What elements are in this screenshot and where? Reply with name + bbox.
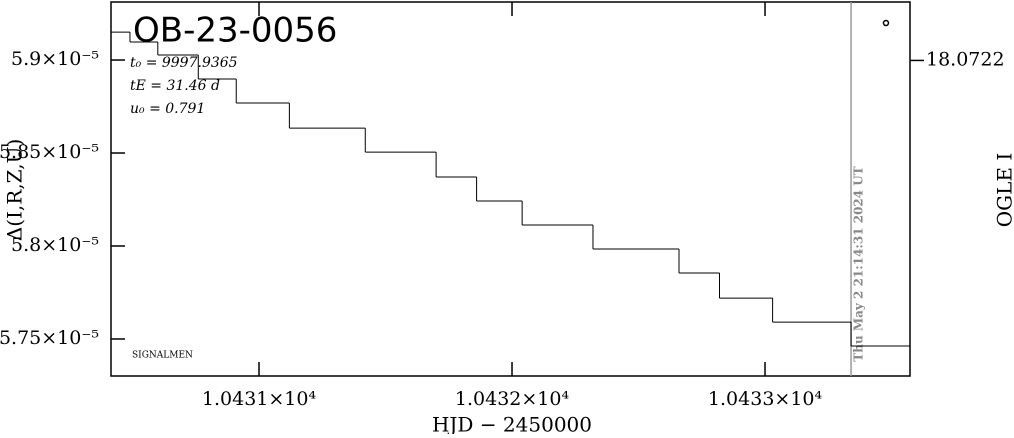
note: SIGNALMEN [132,351,193,361]
y-tick-label: 5.8×10⁻⁵ [11,234,99,256]
y2-axis-label: OGLE I [993,153,1014,228]
x-tick-label: 1.0432×10⁴ [455,388,570,410]
parameter: u₀ = 0.791 [130,101,205,117]
parameter: t₀ = 9997.9365 [130,55,238,71]
y2-tick-label: 18.0722 [926,48,1005,70]
parameter: tE = 31.46 d [130,78,220,94]
timestamp: Thu May 2 21:14:31 2024 UT [852,166,866,361]
x-tick-label: 1.0433×10⁴ [708,388,823,410]
x-tick-label: 1.0431×10⁴ [202,388,317,410]
x-axis-label: HJD − 2450000 [432,413,592,435]
y-tick-label: 5.9×10⁻⁵ [11,48,99,70]
y-tick-label: 5.75×10⁻⁵ [0,327,99,349]
chart-title: OB-23-0056 [133,11,337,51]
y-tick-label: 5.85×10⁻⁵ [0,141,99,163]
data-point [883,21,888,26]
